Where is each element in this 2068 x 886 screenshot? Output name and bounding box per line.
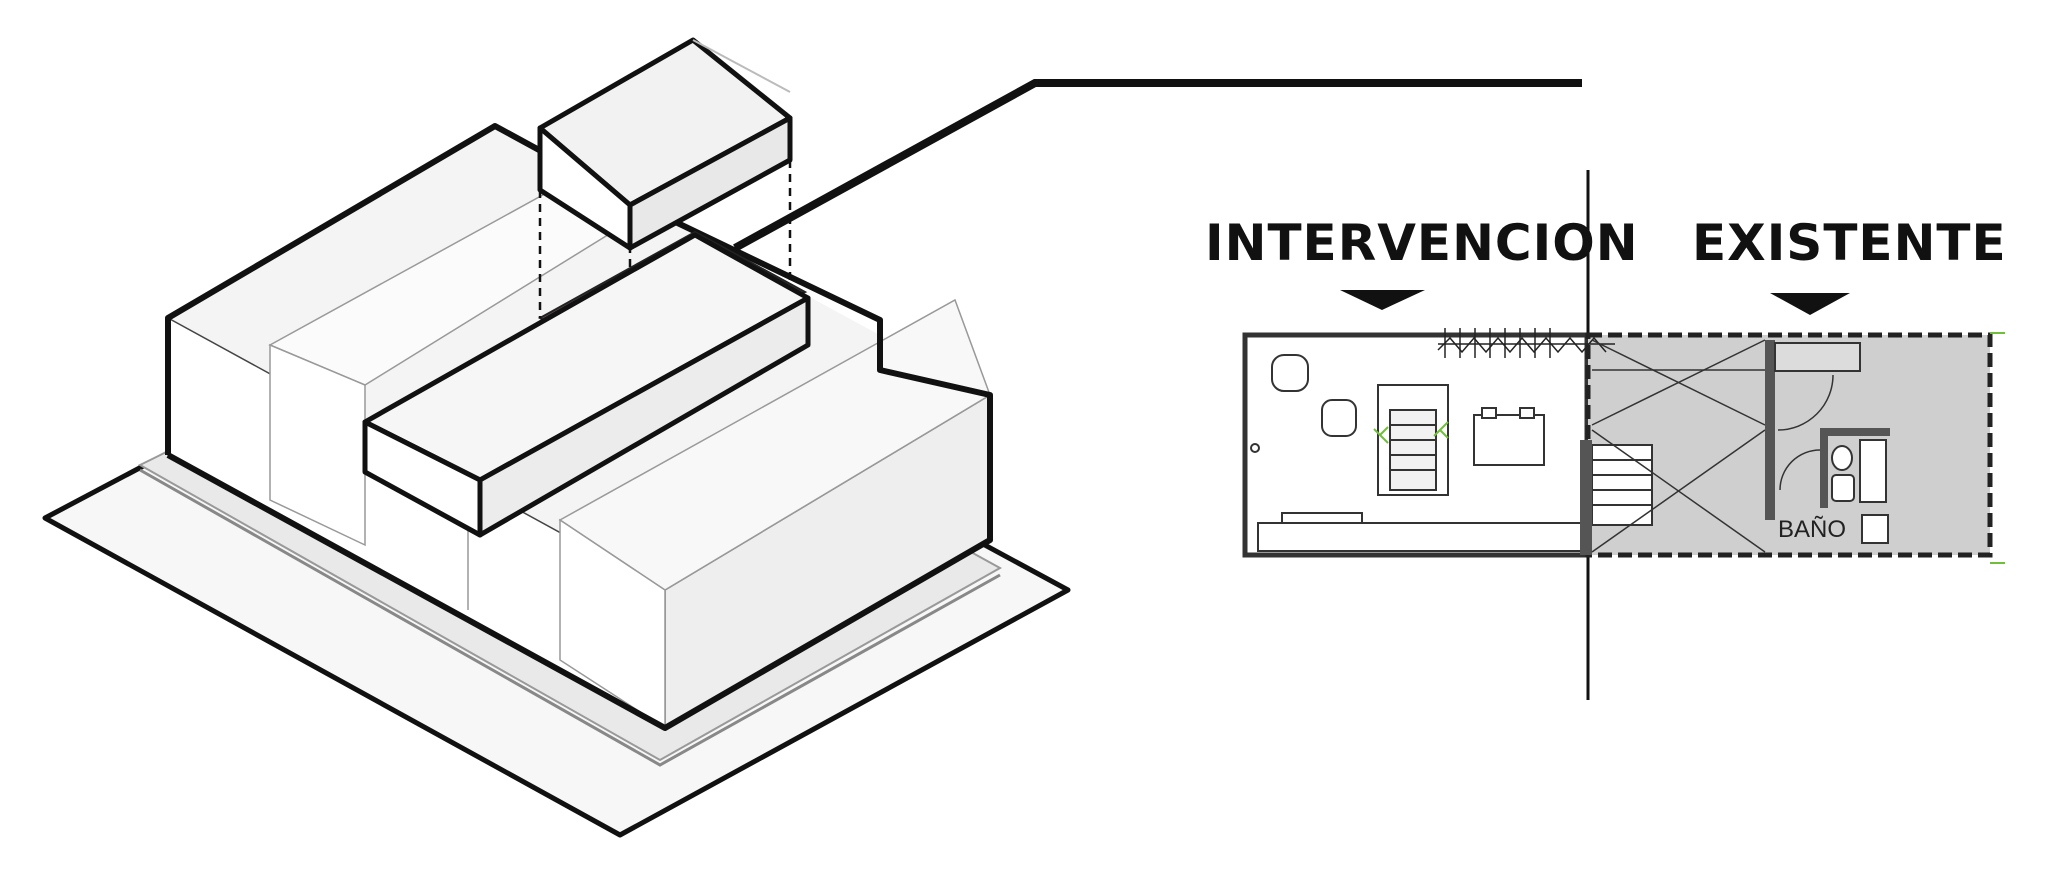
sidewalk-edge bbox=[139, 468, 1001, 767]
armchair-2 bbox=[1321, 399, 1357, 437]
door-swing bbox=[1777, 374, 1834, 431]
sink bbox=[1861, 514, 1889, 544]
desk bbox=[1473, 414, 1545, 466]
leader-line bbox=[733, 79, 1582, 252]
internal-walls bbox=[1765, 340, 1890, 520]
shelf bbox=[1774, 342, 1861, 372]
floating-box-side bbox=[627, 115, 793, 251]
counter bbox=[1257, 522, 1587, 552]
block-left-front bbox=[269, 343, 366, 547]
plants bbox=[1373, 421, 1449, 444]
arrow-intervention bbox=[1340, 290, 1425, 310]
bench bbox=[1281, 512, 1363, 524]
label-intervention: INTERVENCION bbox=[1205, 214, 1639, 272]
isometric-view bbox=[42, 37, 1071, 838]
new-volume-side bbox=[477, 295, 811, 538]
stair bbox=[1591, 444, 1653, 526]
bathroom-fixtures bbox=[1831, 439, 1889, 544]
plan-view bbox=[1242, 170, 2005, 700]
lamp bbox=[1250, 443, 1260, 453]
arrow-existing bbox=[1770, 293, 1850, 315]
armchair-1 bbox=[1271, 354, 1309, 392]
wall-stub bbox=[1580, 440, 1592, 555]
toilet bbox=[1831, 445, 1853, 471]
furniture bbox=[1250, 354, 1587, 552]
label-existing: EXISTENTE bbox=[1692, 214, 2007, 272]
label-bathroom: BAÑO bbox=[1778, 516, 1847, 543]
railing bbox=[1437, 328, 1615, 358]
shower bbox=[1859, 439, 1887, 503]
floating-box-ghost-edge bbox=[692, 39, 791, 93]
door-swing-2 bbox=[1779, 449, 1821, 491]
void-cross bbox=[1591, 339, 1766, 553]
